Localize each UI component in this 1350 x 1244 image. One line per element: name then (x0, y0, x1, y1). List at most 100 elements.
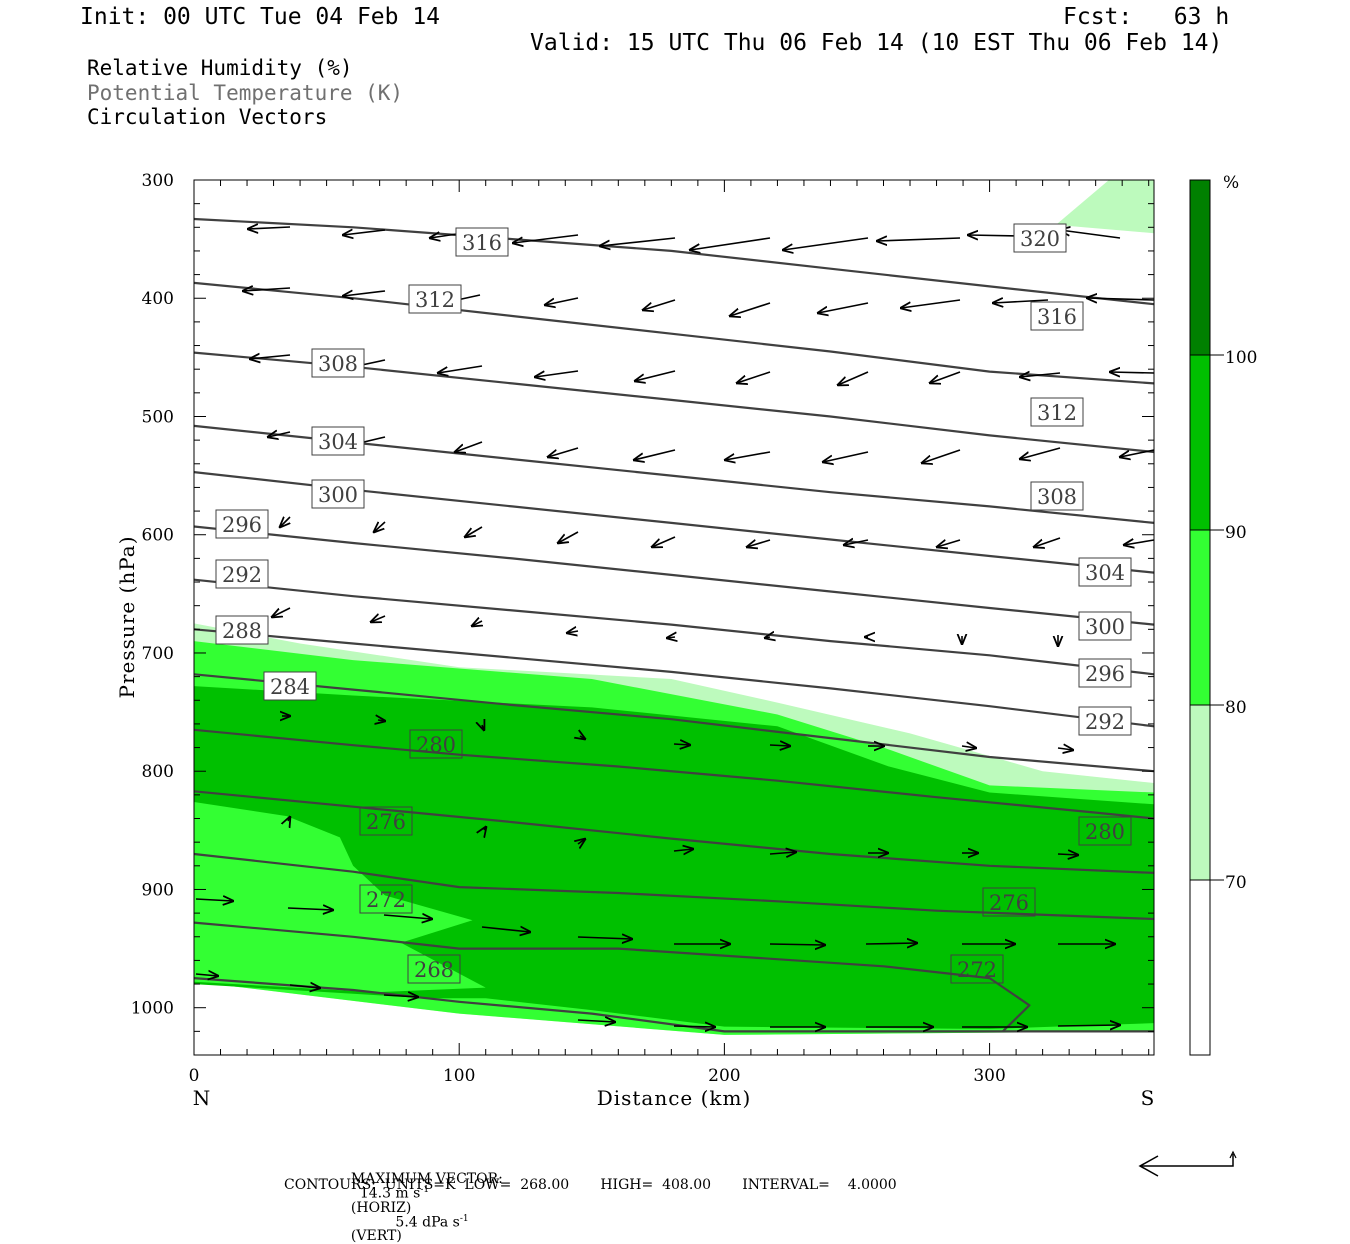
contour-label-box (1030, 481, 1084, 511)
circulation-arrow (578, 839, 585, 844)
circulation-arrow (922, 449, 961, 463)
contour-label-box (263, 671, 317, 701)
contour-label-text: 272 (957, 958, 997, 982)
contour-label-text: 284 (270, 675, 310, 699)
init-time: Init: 00 UTC Tue 04 Feb 14 (80, 4, 441, 30)
circulation-arrow (481, 927, 530, 932)
circulation-arrow (667, 637, 675, 638)
contour-label-296: 296 (1078, 658, 1132, 688)
colorbar-level-label: 70 (1225, 873, 1247, 893)
contour-label-296: 296 (215, 509, 269, 539)
contour-label-box (311, 348, 365, 378)
contour-label-320: 320 (1013, 223, 1067, 253)
horiz-exponent: -1 (420, 1185, 430, 1195)
circulation-arrow (937, 540, 961, 547)
contour-label-text: 276 (989, 891, 1029, 915)
contour-label-300: 300 (1078, 611, 1132, 641)
contour-label-box (408, 284, 462, 314)
max-vector-horiz: 14.3 m s (359, 1185, 421, 1202)
contour-label-292: 292 (1078, 706, 1132, 736)
forecast-hour: Fcst: 63 h (1063, 4, 1230, 30)
contour-label-text: 320 (1020, 227, 1060, 251)
contour-label-box (1078, 611, 1132, 641)
circulation-arrow (747, 540, 771, 547)
circulation-arrow (1060, 230, 1121, 239)
rh-80-pocket (194, 802, 486, 993)
circulation-arrow (577, 1020, 615, 1022)
contour-label-text: 316 (1037, 305, 1077, 329)
circulation-arrow (765, 637, 770, 638)
circulation-arrow (343, 230, 386, 235)
contour-label-text: 300 (318, 483, 358, 507)
circulation-arrow (250, 355, 291, 359)
circulation-arrow (865, 943, 917, 944)
circulation-arrow (673, 849, 693, 851)
theta-contour-276 (194, 852, 1154, 921)
contour-label-box (311, 426, 365, 456)
colorbar-segment (1189, 179, 1211, 356)
circulation-arrow (513, 234, 579, 243)
circulation-arrow (1020, 447, 1061, 459)
circulation-arrow (769, 944, 825, 945)
contour-label-box (215, 615, 269, 645)
contour-label-text: 280 (1085, 820, 1125, 844)
max-vector-vert-unit: (VERT) (350, 1228, 402, 1244)
contour-label-text: 292 (1085, 710, 1125, 734)
circulation-arrow (769, 852, 796, 854)
contour-label-box (1013, 223, 1067, 253)
y-tick-label: 1000 (131, 999, 174, 1019)
circulation-arrow (838, 371, 869, 385)
contour-label-text: 300 (1085, 615, 1125, 639)
circulation-arrow (535, 370, 579, 377)
circulation-arrow (289, 985, 320, 988)
max-vector-line: MAXIMUM VECTOR: 14.3 m s-1 (HORIZ) 5.4 d… (342, 1158, 503, 1243)
circulation-arrow (567, 631, 579, 633)
circulation-arrow (1087, 298, 1154, 300)
circulation-vectors (195, 227, 1154, 1027)
field-vectors-label: Circulation Vectors (87, 105, 328, 129)
circulation-arrow (783, 237, 869, 250)
circulation-arrow (769, 745, 790, 746)
theta-contour-268 (194, 977, 1154, 1033)
cross-section-chart: 316 320 312 316 308 312 304 308 300 296 304 292 300 2… (115, 171, 1257, 1177)
valid-time: Valid: 15 UTC Thu 06 Feb 14 (10 EST Thu … (530, 30, 1223, 56)
contour-label-300: 300 (311, 479, 365, 509)
y-tick-label: 800 (142, 762, 174, 782)
circulation-arrow (248, 227, 291, 229)
circulation-arrow (877, 238, 961, 241)
y-tick-label: 500 (142, 407, 174, 427)
x-tick-label: 300 (973, 1066, 1005, 1086)
contour-label-text: 312 (415, 288, 455, 312)
circulation-arrow (272, 607, 291, 617)
theta-contour-296 (194, 578, 1154, 676)
x-axis-label: Distance (km) (597, 1086, 752, 1110)
contour-label-text: 276 (366, 810, 406, 834)
circulation-arrow (993, 300, 1049, 303)
circulation-arrow (1124, 540, 1154, 545)
circulation-arrow (1057, 854, 1078, 855)
colorbar-level-label: 80 (1225, 698, 1247, 718)
contour-label-304: 304 (1078, 557, 1132, 587)
circulation-arrow (634, 449, 676, 460)
circulation-arrow (823, 451, 869, 462)
circulation-arrow (690, 237, 771, 250)
colorbar-segment (1189, 529, 1211, 706)
contour-label-box (359, 806, 413, 836)
circulation-arrow (288, 817, 290, 821)
contour-label-box (1078, 658, 1132, 688)
colorbar-segment (1189, 879, 1211, 1056)
contour-label-text: 296 (222, 513, 262, 537)
y-tick-label: 700 (142, 644, 174, 664)
contour-label-box (982, 887, 1036, 917)
contour-info-line: CONTOURS: UNITS=K LOW= 268.00 HIGH= 408.… (284, 1177, 897, 1193)
contour-label-box (409, 729, 463, 759)
theta-contour-292 (194, 628, 1154, 728)
field-theta-label: Potential Temperature (K) (87, 81, 404, 105)
contour-label-316: 316 (455, 227, 509, 257)
circulation-arrow (545, 297, 579, 305)
circulation-arrow (195, 974, 218, 976)
circulation-arrow (482, 725, 484, 730)
circulation-arrow (558, 531, 579, 543)
circulation-arrow (725, 451, 771, 460)
contour-label-272: 272 (359, 884, 413, 914)
